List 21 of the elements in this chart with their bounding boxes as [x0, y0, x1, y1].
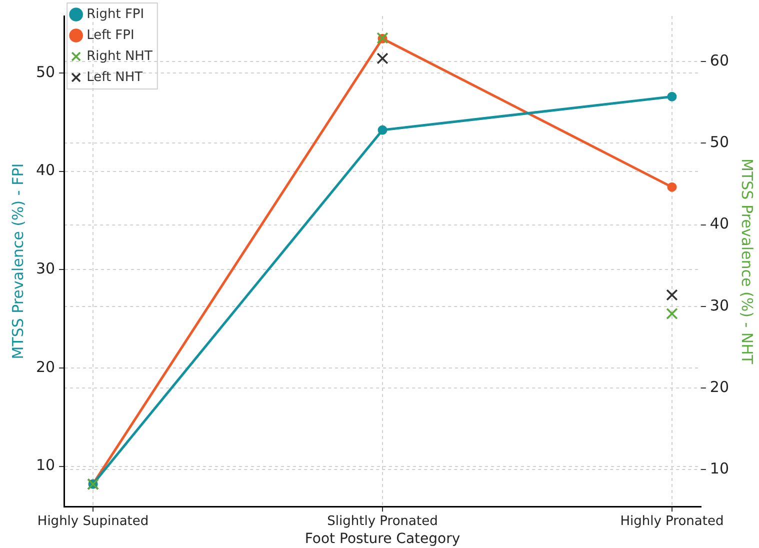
legend-label: Right NHT	[86, 48, 152, 64]
y-axis-title: MTSS Prevalence (%) - FPI	[8, 163, 27, 360]
x-tick-label: Highly Pronated	[620, 514, 724, 529]
y2-tick-label: 50	[710, 133, 730, 152]
y2-tick-label: 10	[710, 459, 730, 478]
y2-tick-label: 30	[710, 296, 730, 314]
y2-tick-label: 20	[710, 378, 730, 396]
legend-label: Left FPI	[86, 28, 134, 43]
y2-tick-label: 40	[710, 214, 730, 233]
y-tick-label: 40	[36, 161, 56, 180]
x-tick-label: Highly Supinated	[37, 514, 149, 529]
y-tick-label: 50	[36, 62, 56, 81]
y2-axis-title: MTSS Prevalence (%) - NHT	[738, 158, 756, 365]
y-tick-label: 30	[36, 260, 56, 278]
y-tick-label: 10	[36, 456, 56, 474]
legend-label: Left NHT	[86, 70, 143, 85]
legend-label: Right FPI	[86, 6, 144, 22]
x-tick-label: Slightly Pronated	[327, 514, 438, 529]
y-tick-label: 20	[36, 358, 56, 376]
y2-tick-label: 60	[710, 52, 730, 70]
x-axis-title: Foot Posture Category	[304, 531, 460, 548]
